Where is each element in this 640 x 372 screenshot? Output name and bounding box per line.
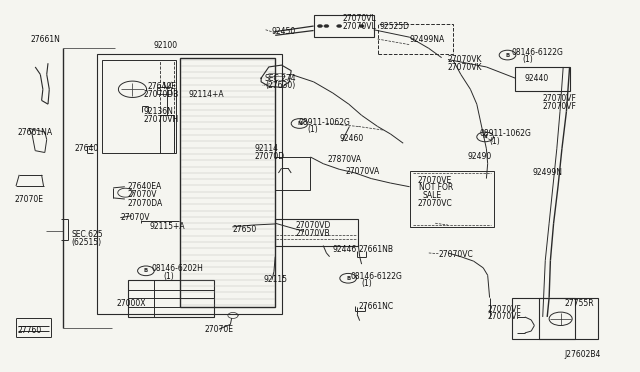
Bar [515, 67, 570, 91]
Text: 92114+A: 92114+A [189, 90, 225, 99]
Text: 27000X: 27000X [116, 299, 146, 308]
Text: 27070VC: 27070VC [438, 250, 473, 259]
Text: 27070DA: 27070DA [128, 199, 163, 208]
Text: N: N [483, 134, 488, 140]
Text: 92525D: 92525D [380, 22, 410, 31]
Text: 08146-6202H: 08146-6202H [151, 264, 203, 273]
Bar [180, 58, 275, 307]
Text: 27755R: 27755R [564, 299, 594, 308]
Text: (1): (1) [362, 279, 372, 288]
Text: 27870VA: 27870VA [328, 155, 362, 164]
Text: 92136N: 92136N [144, 107, 174, 116]
Text: 27640E: 27640E [147, 82, 176, 91]
Text: SEC.625: SEC.625 [72, 230, 103, 239]
Text: 92450: 92450 [272, 27, 296, 36]
Text: B: B [506, 52, 509, 58]
Text: 92460: 92460 [339, 134, 364, 143]
Text: 27640: 27640 [75, 144, 99, 153]
Text: 27070D: 27070D [255, 153, 285, 161]
Bar [539, 298, 598, 339]
Text: 08911-1062G: 08911-1062G [480, 129, 532, 138]
Text: 08146-6122G: 08146-6122G [351, 272, 403, 280]
Text: 27661NA: 27661NA [18, 128, 53, 137]
Text: 92100: 92100 [153, 41, 177, 50]
Text: 92115+A: 92115+A [150, 222, 186, 231]
Text: 27070VH: 27070VH [144, 115, 179, 124]
Text: 27070VL: 27070VL [342, 14, 376, 23]
Circle shape [324, 25, 329, 28]
Text: 08146-6122G: 08146-6122G [512, 48, 564, 57]
Bar [275, 157, 310, 190]
Text: SALE: SALE [422, 191, 442, 200]
Text: 92114: 92114 [255, 144, 279, 153]
Text: 92490: 92490 [467, 153, 492, 161]
Text: 27070V: 27070V [128, 190, 157, 199]
Text: 27640EA: 27640EA [128, 182, 163, 191]
Text: B: B [346, 276, 350, 281]
Circle shape [359, 25, 364, 28]
Text: 27070VF: 27070VF [543, 94, 577, 103]
Text: 27070VF: 27070VF [488, 312, 522, 321]
Circle shape [337, 25, 342, 28]
Text: (1): (1) [490, 137, 500, 146]
Text: 92115: 92115 [264, 275, 288, 284]
Bar [512, 298, 575, 339]
Text: 92499NA: 92499NA [410, 35, 445, 44]
Bar [378, 24, 453, 54]
Bar [128, 280, 214, 317]
Bar [314, 15, 374, 37]
Text: NOT FOR: NOT FOR [419, 183, 454, 192]
Bar [97, 54, 282, 314]
Text: 27070VB: 27070VB [296, 229, 330, 238]
Text: 27070VA: 27070VA [346, 167, 380, 176]
Text: 92499N: 92499N [532, 169, 563, 177]
Bar [157, 87, 171, 94]
Bar [410, 171, 494, 227]
Text: 27070VC: 27070VC [417, 199, 452, 208]
Text: 92440: 92440 [525, 74, 549, 83]
Text: (1): (1) [163, 272, 174, 280]
Text: 27760: 27760 [18, 326, 42, 335]
Text: SEC.274: SEC.274 [265, 74, 296, 83]
Text: 27661N: 27661N [31, 35, 61, 44]
Text: N: N [297, 121, 302, 126]
Text: 27661NC: 27661NC [358, 302, 394, 311]
Text: 27070VF: 27070VF [543, 102, 577, 111]
Text: 27070VK: 27070VK [448, 55, 483, 64]
Text: 27070VF: 27070VF [488, 305, 522, 314]
Text: 27070DB: 27070DB [144, 90, 179, 99]
Text: 27070VL: 27070VL [342, 22, 376, 31]
Text: 27650: 27650 [232, 225, 257, 234]
Text: J27602B4: J27602B4 [564, 350, 601, 359]
Text: (62515): (62515) [72, 238, 102, 247]
Text: 92446: 92446 [333, 245, 357, 254]
Text: 08911-1062G: 08911-1062G [299, 118, 351, 126]
Text: 27070E: 27070E [14, 195, 43, 203]
Text: 27070E: 27070E [205, 325, 234, 334]
Text: 27070VD: 27070VD [296, 221, 331, 230]
Circle shape [317, 25, 323, 28]
Text: 27070VK: 27070VK [448, 63, 483, 72]
Bar [275, 219, 358, 246]
Text: 27070V: 27070V [120, 213, 150, 222]
Bar [102, 60, 176, 153]
Text: B: B [144, 268, 148, 273]
Text: (1): (1) [307, 125, 318, 134]
Text: 27661NB: 27661NB [358, 246, 394, 254]
Text: 27070VE: 27070VE [417, 176, 452, 185]
Text: (27630): (27630) [265, 81, 295, 90]
Text: (1): (1) [522, 55, 533, 64]
